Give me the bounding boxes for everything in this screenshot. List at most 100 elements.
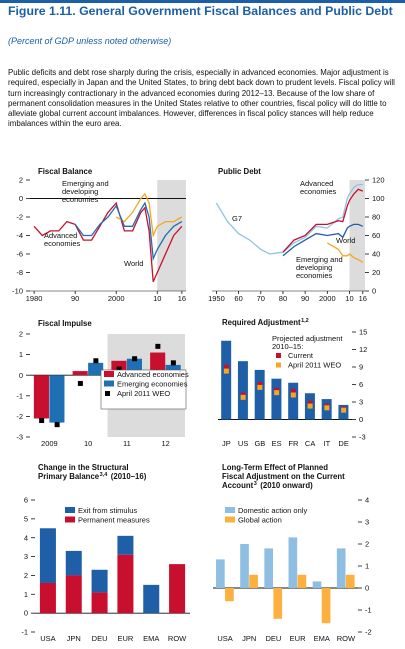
bar [88,362,104,376]
legend-heading: Projected adjustment 2010–15: [272,334,345,351]
y-tick-label: 80 [372,213,380,222]
legend-swatch [225,507,235,513]
y-tick-label: 20 [372,268,380,277]
line [215,183,363,255]
x-tick-label: 11 [123,439,131,448]
legend-label: Emerging economies [117,380,188,389]
x-tick-label: USA [217,634,232,643]
chart-subtitle: (2010–16) [111,472,147,481]
marker [307,403,313,409]
bar [297,574,307,588]
y-tick-label: -2 [365,628,372,637]
y-tick-label: 1 [365,562,369,571]
series-label: World [336,236,355,245]
x-tick-label: 10 [153,294,161,303]
x-tick-label: JPN [242,634,256,643]
y-tick-label: 15 [359,328,367,337]
y-tick-label: 1 [19,350,23,359]
chart-title: Long-Term Effect of Planned Fiscal Adjus… [222,463,347,490]
y-tick-label: -6 [16,250,23,259]
x-tick-label: 10 [84,439,92,448]
y-tick-label: 2 [19,330,23,339]
chart-title: Fiscal Impulse [38,319,92,328]
y-tick-label: 4 [365,496,369,505]
y-tick-label: 2 [24,571,28,580]
bar [216,559,225,588]
y-tick-label: 0 [372,287,376,296]
paragraph: Public deficits and debt rose sharply du… [8,68,395,129]
legend-label: April 2011 WEO [288,361,341,370]
bar [288,537,298,588]
figure-subtitle: (Percent of GDP unless noted otherwise) [8,36,172,46]
marker [132,356,138,362]
bar-segment [39,528,56,583]
x-tick-label: 60 [234,294,242,303]
series-label: World [124,259,143,268]
legend-label: Domestic action only [238,506,307,515]
marker [274,390,280,396]
y-tick-label: 0 [365,584,369,593]
bar [345,574,355,588]
bar [336,548,346,588]
y-tick-label: 60 [372,231,380,240]
y-tick-label: -10 [12,287,23,296]
chart-title: Public Debt [218,167,261,176]
title-note: 1,2 [301,318,309,324]
marker [341,407,347,413]
bar [237,361,248,420]
line [115,192,183,238]
y-tick-label: 6 [24,496,28,505]
x-tick-label: 16 [359,294,367,303]
x-tick-label: DE [338,439,348,448]
y-tick-label: 5 [24,514,28,523]
y-tick-label: -3 [16,433,23,442]
x-tick-label: 1950 [208,294,225,303]
chart-subtitle: (2010 onward) [260,481,313,490]
x-tick-label: 90 [71,294,79,303]
x-tick-label: EUR [290,634,306,643]
x-tick-label: USA [40,634,55,643]
y-tick-label: -8 [16,268,23,277]
y-tick-label: 3 [24,552,28,561]
line [74,201,183,262]
marker [39,418,45,424]
x-tick-label: EUR [117,634,133,643]
x-tick-label: GB [254,439,265,448]
y-tick-label: 2 [365,540,369,549]
legend-label: Advanced economies [117,370,189,379]
bar [312,581,322,588]
bar-segment [65,575,82,614]
marker [240,394,246,400]
series-label: G7 [232,214,242,223]
y-tick-label: -2 [16,213,23,222]
bar [49,375,65,423]
x-tick-label: 1980 [26,294,43,303]
x-tick-label: ROW [337,634,356,643]
y-tick-label: 9 [359,363,363,372]
bar [221,340,232,420]
figure-title: Figure 1.11. General Government Fiscal B… [8,4,393,18]
y-tick-label: 120 [372,176,385,185]
x-tick-label: 10 [345,294,353,303]
y-tick-label: 6 [359,380,363,389]
marker [170,360,176,366]
bar-segment [143,584,160,614]
legend-swatch [225,516,235,523]
legend-label: Permanent measures [78,516,150,525]
y-tick-label: 1 [24,590,28,599]
bar [72,371,88,376]
bar-segment [169,564,186,614]
y-tick-label: 3 [365,518,369,527]
line [282,223,364,257]
x-tick-label: 90 [301,294,309,303]
marker [257,384,263,390]
y-tick-label: -2 [16,412,23,421]
y-tick-label: 0 [19,194,23,203]
bar [249,574,258,588]
series-label: Advanced economies [44,231,81,248]
y-tick-label: 2 [19,176,23,185]
x-tick-label: ROW [168,634,187,643]
bar [150,352,166,376]
